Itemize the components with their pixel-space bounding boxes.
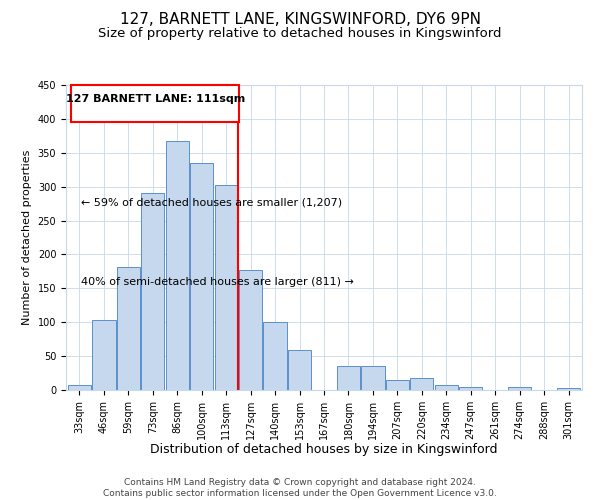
Bar	[215, 184, 238, 390]
FancyBboxPatch shape	[71, 85, 239, 122]
Bar	[557, 388, 580, 390]
Bar	[508, 386, 531, 390]
Bar	[434, 384, 458, 390]
Y-axis label: Number of detached properties: Number of detached properties	[22, 150, 32, 325]
Bar	[117, 268, 140, 390]
Bar	[68, 384, 91, 390]
Bar	[239, 270, 262, 390]
X-axis label: Distribution of detached houses by size in Kingswinford: Distribution of detached houses by size …	[150, 444, 498, 456]
Bar	[459, 386, 482, 390]
Text: 127, BARNETT LANE, KINGSWINFORD, DY6 9PN: 127, BARNETT LANE, KINGSWINFORD, DY6 9PN	[119, 12, 481, 28]
Text: Size of property relative to detached houses in Kingswinford: Size of property relative to detached ho…	[98, 28, 502, 40]
Text: 40% of semi-detached houses are larger (811) →: 40% of semi-detached houses are larger (…	[82, 277, 355, 287]
Text: ← 59% of detached houses are smaller (1,207): ← 59% of detached houses are smaller (1,…	[82, 198, 343, 208]
Bar	[141, 194, 164, 390]
Bar	[361, 366, 385, 390]
Bar	[288, 350, 311, 390]
Bar	[410, 378, 433, 390]
Bar	[337, 366, 360, 390]
Bar	[166, 140, 189, 390]
Text: Contains HM Land Registry data © Crown copyright and database right 2024.
Contai: Contains HM Land Registry data © Crown c…	[103, 478, 497, 498]
Text: 127 BARNETT LANE: 111sqm: 127 BARNETT LANE: 111sqm	[65, 94, 245, 104]
Bar	[263, 322, 287, 390]
Bar	[386, 380, 409, 390]
Bar	[92, 320, 116, 390]
Bar	[190, 163, 214, 390]
